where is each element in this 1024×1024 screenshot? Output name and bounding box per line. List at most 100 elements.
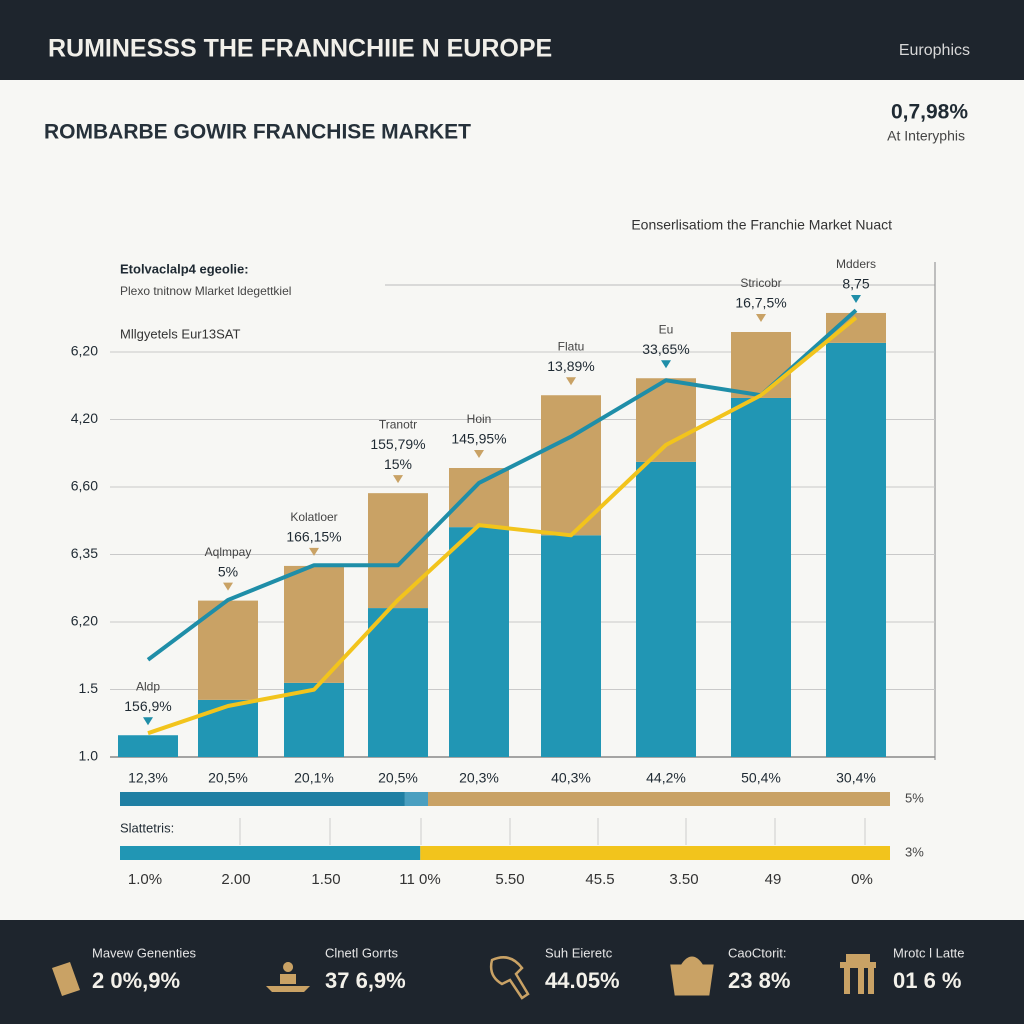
stat-value: 23 8%	[728, 968, 790, 993]
x-tick-label: 44,2%	[646, 770, 686, 786]
annotation-title: Aqlmpay	[205, 545, 252, 559]
progress-segment	[120, 792, 405, 806]
annotation-value: 8,75	[842, 276, 869, 292]
legend-title: Etolvaclalp4 egeolie:	[120, 261, 249, 276]
annotation-value: 5%	[218, 563, 238, 579]
y-axis-title: Mllgyetels Eur13SAT	[120, 326, 240, 341]
annotation-value: 166,15%	[286, 529, 341, 545]
bar-segment	[541, 395, 601, 536]
x-tick-label: 20,5%	[208, 770, 248, 786]
scale-label: 2.00	[221, 871, 250, 888]
y-tick-label: 6,35	[71, 545, 98, 561]
trend-line	[147, 316, 858, 736]
progress-end-label: 3%	[905, 844, 924, 859]
annotation-value: 16,7,5%	[735, 295, 786, 311]
chart-subtitle: Eonserlisatiom the Franchie Market Nuact	[631, 217, 892, 233]
progress-title: Slattetris:	[120, 820, 174, 835]
bar-segment	[368, 493, 428, 609]
annotation-marker	[143, 717, 153, 726]
x-tick-label: 40,3%	[551, 770, 591, 786]
stat-label: Clnetl Gorrts	[325, 945, 398, 960]
stat-value: 44.05%	[545, 968, 620, 993]
icon-hand	[489, 956, 530, 1000]
annotation-title: Tranotr	[379, 417, 417, 431]
annotation-marker	[756, 314, 766, 322]
annotation-title: Eu	[659, 322, 674, 336]
annotation-marker	[393, 475, 403, 484]
annotation-marker	[661, 360, 671, 369]
y-tick-label: 6,60	[71, 478, 98, 494]
bar-segment	[198, 699, 258, 757]
bar-segment	[826, 342, 886, 757]
scale-label: 1.50	[311, 871, 340, 888]
annotation-marker	[566, 377, 576, 386]
progress-segment	[420, 846, 890, 860]
bar-segment	[731, 397, 791, 757]
annotation-title: Kolatloer	[290, 510, 337, 524]
bar-segment	[731, 332, 791, 398]
annotation-title: Stricobr	[740, 276, 781, 290]
y-tick-label: 1.5	[79, 680, 99, 696]
annotation-value: 13,89%	[547, 358, 594, 374]
trend-line	[146, 308, 858, 662]
headline-stat: 0,7,98%	[891, 101, 968, 124]
annotation-value: 145,95%	[451, 431, 506, 447]
annotation-title: Mdders	[836, 257, 876, 271]
progress-segment	[120, 846, 421, 860]
x-tick-label: 20,5%	[378, 770, 418, 786]
brand: Europhics	[899, 42, 970, 59]
bar-segment	[368, 608, 428, 757]
icon-building	[840, 954, 876, 994]
x-tick-label: 30,4%	[836, 770, 876, 786]
stat-value: 37 6,9%	[325, 968, 406, 993]
annotation-marker	[851, 294, 861, 303]
headline-stat-label: At Interyphis	[887, 128, 965, 144]
progress-segment	[404, 792, 428, 806]
scale-label: 11 0%	[399, 871, 440, 888]
scale-label: 5.50	[495, 871, 524, 888]
stat-label: Mavew Genenties	[92, 945, 197, 960]
progress-end-label: 5%	[905, 790, 924, 805]
annotation-value: 155,79%	[370, 436, 425, 452]
bar-segment	[449, 468, 509, 528]
stat-label: Mrotc l Latte	[893, 945, 965, 960]
footer-bar	[0, 920, 1024, 1024]
scale-label: 1.0%	[128, 871, 162, 888]
bar-segment	[284, 565, 344, 683]
scale-label: 0%	[851, 871, 873, 888]
footer-icons	[52, 954, 876, 1000]
annotation-value: 33,65%	[642, 341, 689, 357]
annotation-title: Hoin	[467, 412, 492, 426]
x-tick-label: 50,4%	[741, 770, 781, 786]
annotation-marker	[474, 450, 484, 458]
annotation-marker	[309, 547, 319, 556]
annotation-marker	[223, 582, 233, 591]
stat-value: 01 6 %	[893, 968, 962, 993]
annotation-title: Aldp	[136, 679, 160, 693]
y-tick-label: 6,20	[71, 343, 98, 359]
icon-tag	[52, 962, 80, 996]
icon-bag	[670, 956, 714, 996]
stat-label: Suh Eieretc	[545, 945, 613, 960]
annotation-title: Flatu	[558, 339, 585, 353]
header-bar	[0, 0, 1024, 80]
x-tick-label: 20,1%	[294, 770, 334, 786]
legend-note: Plexo tnitnow Mlarket ldegettkiel	[120, 284, 291, 298]
bar-segment	[636, 461, 696, 757]
scale-label: 45.5	[585, 871, 614, 888]
progress-segment	[428, 792, 890, 806]
annotation-value: 156,9%	[124, 698, 171, 714]
y-tick-label: 1.0	[79, 748, 99, 764]
annotation-value: 15%	[384, 456, 412, 472]
bar-segment	[449, 527, 509, 757]
y-tick-label: 6,20	[71, 613, 98, 629]
icon-person	[266, 962, 310, 992]
y-tick-label: 4,20	[71, 410, 98, 426]
scale-label: 49	[765, 871, 782, 888]
stat-value: 2 0%,9%	[92, 968, 180, 993]
stat-label: CaoCtorit:	[728, 945, 787, 960]
bar-segment	[118, 735, 178, 757]
section-title: ROMBARBE GOWIR FRANCHISE MARKET	[44, 121, 471, 144]
x-tick-label: 20,3%	[459, 770, 499, 786]
x-tick-label: 12,3%	[128, 770, 168, 786]
